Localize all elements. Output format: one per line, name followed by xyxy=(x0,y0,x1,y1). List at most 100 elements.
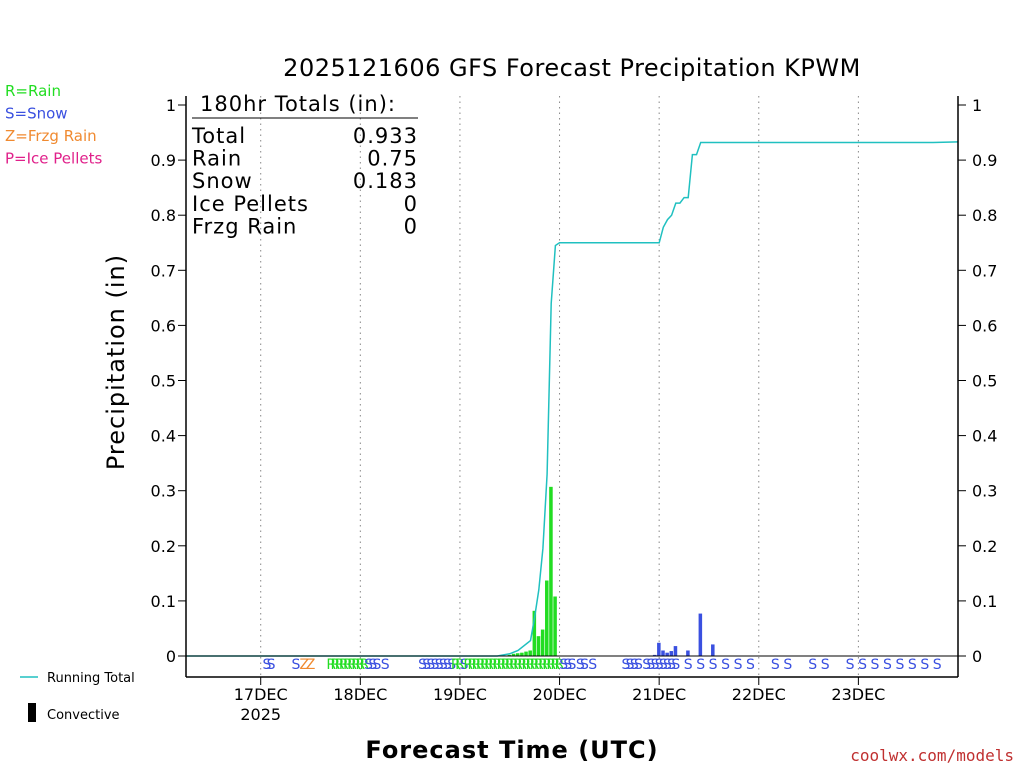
precip-bar-18 xyxy=(686,650,690,656)
ptype-code-34: R xyxy=(484,657,494,673)
y-tick-label-left-4: 0.4 xyxy=(151,427,176,446)
running-total-polyline xyxy=(186,141,959,657)
ptype-code-6: R xyxy=(331,657,341,673)
totals-value-0: 0.933 xyxy=(353,124,418,148)
ptype-code-84: S xyxy=(895,657,904,673)
x-axis-label: Forecast Time (UTC) xyxy=(365,736,658,764)
precip-bars xyxy=(507,486,715,656)
precip-bar-20 xyxy=(711,644,715,656)
y-tick-label-left-5: 0.5 xyxy=(151,372,176,391)
precip-bar-16 xyxy=(669,651,674,656)
precip-bar-8 xyxy=(540,629,545,656)
y-tick-label-left-9: 0.9 xyxy=(151,151,176,170)
y-tick-label-right-1: 0.1 xyxy=(972,592,997,611)
ptype-code-20: S xyxy=(426,657,435,673)
ptype-code-23: S xyxy=(439,657,448,673)
x-tick-label-1: 18DEC xyxy=(333,685,387,704)
y-tick-label-left-7: 0.7 xyxy=(151,261,176,280)
totals-value-3: 0 xyxy=(404,192,418,216)
ptype-code-76: S xyxy=(771,657,780,673)
ptype-code-83: S xyxy=(883,657,892,673)
ptype-code-75: S xyxy=(746,657,755,673)
totals-label-3: Ice Pellets xyxy=(192,192,309,216)
y-tick-label-left-10: 1 xyxy=(166,96,176,115)
ptype-code-70: S xyxy=(684,657,693,673)
ptype-code-51: R xyxy=(555,657,565,673)
ptype-code-11: R xyxy=(351,657,361,673)
ptype-code-8: R xyxy=(339,657,349,673)
legend-entry-2: Z=Frzg Rain xyxy=(5,127,97,145)
ptype-code-14: S xyxy=(364,657,373,673)
precip-bar-17 xyxy=(673,646,678,656)
y-tick-label-right-5: 0.5 xyxy=(972,372,997,391)
ptype-code-54: S xyxy=(568,657,577,673)
ptype-code-30: R xyxy=(468,657,478,673)
y-tick-label-right-9: 0.9 xyxy=(972,151,997,170)
ptype-legend: R=Rain S=Snow Z=Frzg Rain P=Ice Pellets xyxy=(5,82,102,168)
ptype-code-47: R xyxy=(538,657,548,673)
precip-bar-2 xyxy=(515,653,520,656)
ptype-code-7: R xyxy=(335,657,345,673)
precip-bar-12 xyxy=(652,654,657,656)
y-tick-label-left-1: 0.1 xyxy=(151,592,176,611)
ptype-code-39: R xyxy=(505,657,515,673)
precip-bar-13 xyxy=(657,642,661,656)
ptype-code-55: S xyxy=(576,657,585,673)
ptype-code-35: R xyxy=(488,657,498,673)
ptype-code-87: S xyxy=(933,657,942,673)
chart-title: 2025121606 GFS Forecast Precipitation KP… xyxy=(283,54,861,82)
ptype-code-15: S xyxy=(368,657,377,673)
ptype-code-67: S xyxy=(663,657,672,673)
y-tick-label-left-3: 0.3 xyxy=(151,482,176,501)
ptype-code-64: S xyxy=(651,657,660,673)
ptype-code-44: R xyxy=(526,657,536,673)
y-tick-label-right-2: 0.2 xyxy=(972,537,997,556)
totals-rows: Total 0.933 Rain 0.75 Snow 0.183 Ice Pellets 0 F… xyxy=(191,124,418,238)
ptype-code-62: S xyxy=(642,657,651,673)
y-tick-label-right-8: 0.8 xyxy=(972,206,997,225)
ptype-code-56: S xyxy=(580,657,589,673)
x-tick-label-3: 20DEC xyxy=(533,685,587,704)
ptype-code-10: R xyxy=(347,657,357,673)
ptype-code-45: R xyxy=(530,657,540,673)
ptype-code-46: R xyxy=(534,657,544,673)
ptype-code-36: R xyxy=(492,657,502,673)
ptype-code-86: S xyxy=(920,657,929,673)
ptype-code-21: S xyxy=(431,657,440,673)
precip-bar-1 xyxy=(511,653,516,656)
ptype-code-26: R xyxy=(451,657,461,673)
credit-text: coolwx.com/models xyxy=(850,746,1014,765)
ptype-code-52: S xyxy=(559,657,568,673)
ptype-code-82: S xyxy=(871,657,880,673)
ptype-code-29: R xyxy=(463,657,473,673)
ptype-code-53: S xyxy=(563,657,572,673)
ptype-code-25: S xyxy=(447,657,456,673)
ptype-code-2: S xyxy=(292,657,301,673)
y-tick-label-left-8: 0.8 xyxy=(151,206,176,225)
ptype-code-41: R xyxy=(513,657,523,673)
running-total-line xyxy=(186,141,959,657)
y-tick-label-right-7: 0.7 xyxy=(972,261,997,280)
x-tick-label-2: 19DEC xyxy=(433,685,487,704)
totals-value-2: 0.183 xyxy=(353,169,418,193)
ptype-code-43: R xyxy=(521,657,531,673)
running-total-legend-label: Running Total xyxy=(47,671,135,686)
ptype-code-9: R xyxy=(343,657,353,673)
ptype-code-58: S xyxy=(622,657,631,673)
precip-bar-10 xyxy=(549,486,553,656)
ptype-code-22: S xyxy=(435,657,444,673)
ptype-code-57: S xyxy=(588,657,597,673)
ptype-code-72: S xyxy=(709,657,718,673)
totals-header: 180hr Totals (in): xyxy=(200,92,396,116)
ptype-code-40: R xyxy=(509,657,519,673)
ptype-code-78: S xyxy=(808,657,817,673)
precip-bar-14 xyxy=(661,650,665,656)
ptype-code-49: R xyxy=(546,657,556,673)
totals-label-0: Total xyxy=(191,124,246,148)
precip-bar-15 xyxy=(665,652,669,656)
precip-bar-0 xyxy=(507,654,512,656)
totals-box: 180hr Totals (in): Total 0.933 Rain 0.75 Sno… xyxy=(191,92,418,238)
x-tick-label-5: 22DEC xyxy=(732,685,786,704)
